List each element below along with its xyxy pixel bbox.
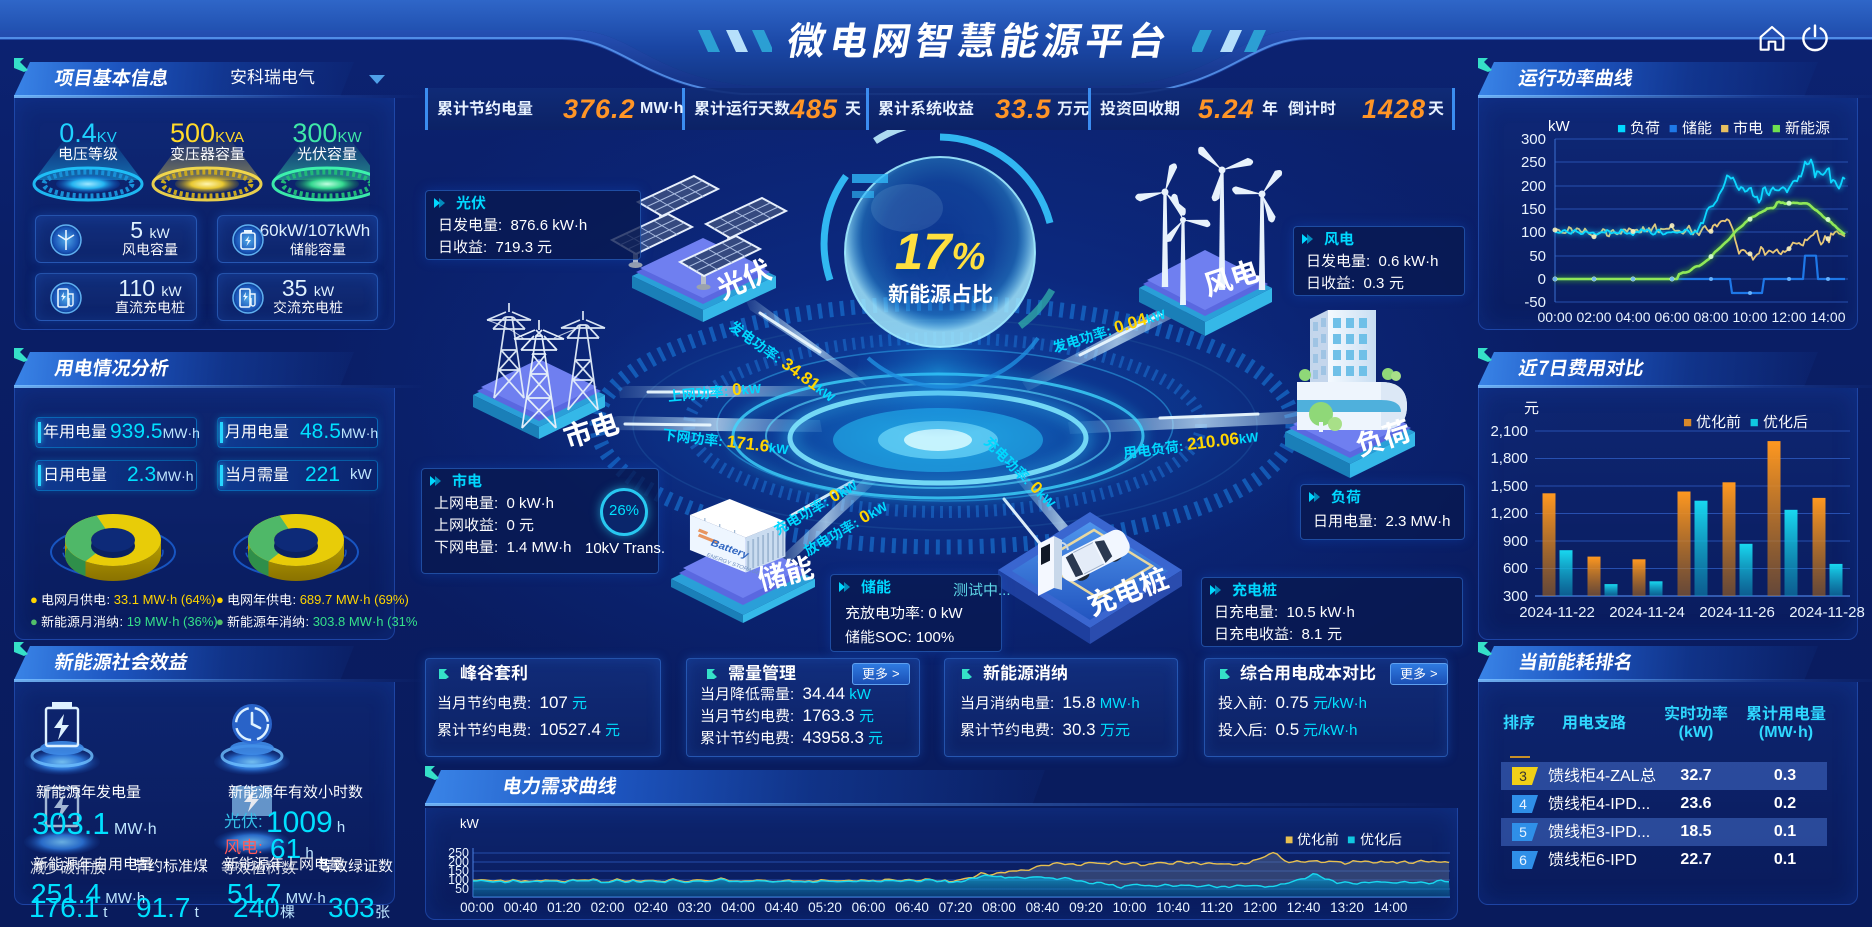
svg-text:12:00: 12:00 <box>1243 900 1277 915</box>
svg-text:04:00: 04:00 <box>1615 309 1650 325</box>
svg-text:00:00: 00:00 <box>460 900 494 915</box>
svg-text:12:40: 12:40 <box>1287 900 1321 915</box>
svg-text:00:00: 00:00 <box>1537 309 1572 325</box>
svg-text:12:00: 12:00 <box>1771 309 1806 325</box>
svg-text:5: 5 <box>1519 824 1527 840</box>
svg-text:14:00: 14:00 <box>1810 309 1845 325</box>
svg-text:50: 50 <box>1529 248 1546 265</box>
svg-text:1,200: 1,200 <box>1490 505 1528 522</box>
svg-text:13:20: 13:20 <box>1330 900 1364 915</box>
svg-text:200: 200 <box>448 855 469 869</box>
svg-text:2024-11-22: 2024-11-22 <box>1519 604 1595 621</box>
svg-text:00:40: 00:40 <box>504 900 538 915</box>
svg-text:150: 150 <box>1521 201 1546 218</box>
svg-text:900: 900 <box>1503 533 1528 550</box>
svg-text:2024-11-26: 2024-11-26 <box>1699 604 1775 621</box>
svg-text:100: 100 <box>1521 224 1546 241</box>
svg-text:11:20: 11:20 <box>1200 900 1233 915</box>
svg-text:04:00: 04:00 <box>721 900 755 915</box>
svg-text:3: 3 <box>1519 768 1527 784</box>
svg-text:08:00: 08:00 <box>982 900 1016 915</box>
svg-text:08:00: 08:00 <box>1693 309 1728 325</box>
svg-text:250: 250 <box>1521 154 1546 171</box>
svg-text:08:40: 08:40 <box>1026 900 1060 915</box>
svg-text:02:00: 02:00 <box>1576 309 1611 325</box>
svg-text:150: 150 <box>448 864 469 878</box>
svg-text:1,800: 1,800 <box>1490 450 1528 467</box>
svg-text:10:40: 10:40 <box>1156 900 1190 915</box>
svg-text:50: 50 <box>455 882 469 896</box>
svg-text:200: 200 <box>1521 178 1546 195</box>
svg-text:2024-11-24: 2024-11-24 <box>1609 604 1685 621</box>
svg-text:06:00: 06:00 <box>852 900 886 915</box>
svg-text:1,500: 1,500 <box>1490 478 1528 495</box>
svg-text:02:40: 02:40 <box>634 900 668 915</box>
svg-text:300: 300 <box>1521 131 1546 148</box>
svg-text:600: 600 <box>1503 560 1528 577</box>
svg-text:10:00: 10:00 <box>1732 309 1767 325</box>
svg-text:06:00: 06:00 <box>1654 309 1689 325</box>
svg-text:4: 4 <box>1519 796 1527 812</box>
svg-text:2024-11-28: 2024-11-28 <box>1789 604 1865 621</box>
svg-text:09:20: 09:20 <box>1069 900 1103 915</box>
svg-text:07:20: 07:20 <box>939 900 973 915</box>
svg-text:6: 6 <box>1519 852 1527 868</box>
svg-text:14:00: 14:00 <box>1374 900 1408 915</box>
svg-text:300: 300 <box>1503 588 1528 605</box>
svg-text:05:20: 05:20 <box>808 900 842 915</box>
svg-text:02:00: 02:00 <box>591 900 625 915</box>
svg-text:04:40: 04:40 <box>765 900 799 915</box>
svg-text:01:20: 01:20 <box>547 900 581 915</box>
svg-text:100: 100 <box>448 873 469 887</box>
svg-text:10:00: 10:00 <box>1113 900 1147 915</box>
svg-text:-50: -50 <box>1524 294 1546 311</box>
svg-text:0: 0 <box>1538 271 1546 288</box>
svg-text:2,100: 2,100 <box>1490 423 1528 440</box>
svg-text:03:20: 03:20 <box>678 900 712 915</box>
svg-text:06:40: 06:40 <box>895 900 929 915</box>
svg-text:250: 250 <box>448 846 469 860</box>
